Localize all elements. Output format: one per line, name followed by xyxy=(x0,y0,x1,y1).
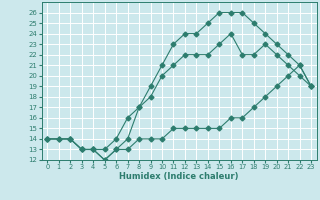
X-axis label: Humidex (Indice chaleur): Humidex (Indice chaleur) xyxy=(119,172,239,181)
